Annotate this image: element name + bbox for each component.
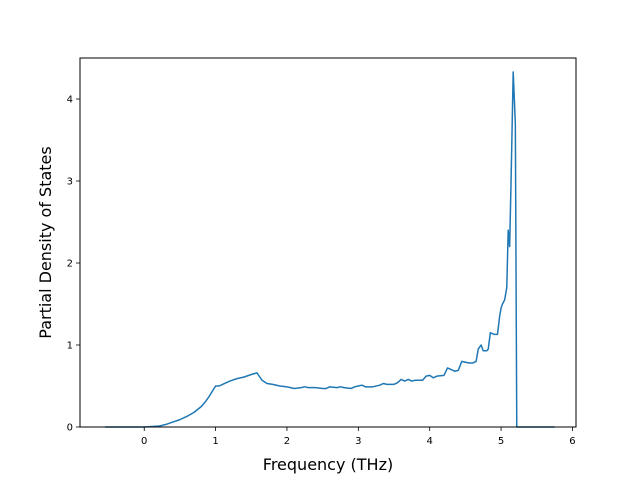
- x-tick-label: 4: [427, 436, 433, 447]
- x-axis-label: Frequency (THz): [263, 455, 393, 474]
- x-tick-label: 6: [569, 436, 575, 447]
- x-tick-label: 2: [284, 436, 290, 447]
- x-tick-label: 1: [212, 436, 218, 447]
- x-tick-label: 5: [498, 436, 504, 447]
- x-tick-label: 3: [355, 436, 361, 447]
- y-tick-label: 3: [67, 177, 73, 188]
- y-tick-label: 4: [67, 95, 73, 106]
- series-line-0: [104, 71, 555, 428]
- y-tick-label: 2: [67, 259, 73, 270]
- y-axis-label: Partial Density of States: [36, 146, 55, 338]
- x-tick-label: 0: [141, 436, 147, 447]
- plot-area: [104, 71, 555, 428]
- y-tick-label: 0: [67, 423, 73, 434]
- y-tick-label: 1: [67, 341, 73, 352]
- y-axis-ticks: 0 1 2 3 4: [67, 95, 80, 434]
- x-axis-ticks: 0 1 2 3 4 5 6: [141, 427, 576, 447]
- axes-frame: [79, 57, 577, 428]
